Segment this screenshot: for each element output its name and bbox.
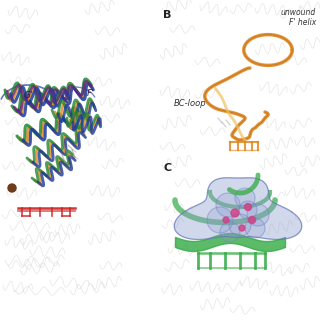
Text: BC-loop: BC-loop <box>174 99 207 108</box>
Ellipse shape <box>239 225 245 231</box>
Polygon shape <box>245 218 265 238</box>
Text: G': G' <box>23 92 33 100</box>
Polygon shape <box>220 222 240 242</box>
Polygon shape <box>235 188 255 208</box>
Text: C: C <box>163 163 171 173</box>
Polygon shape <box>247 204 269 226</box>
Text: F' helix: F' helix <box>289 18 316 27</box>
Polygon shape <box>207 207 233 233</box>
Polygon shape <box>239 201 257 219</box>
Ellipse shape <box>249 217 255 223</box>
Text: unwound: unwound <box>281 8 316 17</box>
Ellipse shape <box>223 217 229 223</box>
Ellipse shape <box>244 204 252 211</box>
Polygon shape <box>229 214 251 236</box>
Text: B: B <box>163 10 172 20</box>
Polygon shape <box>174 178 302 239</box>
Ellipse shape <box>8 184 16 192</box>
Polygon shape <box>216 193 240 217</box>
Ellipse shape <box>231 209 239 217</box>
Text: F': F' <box>87 90 95 99</box>
